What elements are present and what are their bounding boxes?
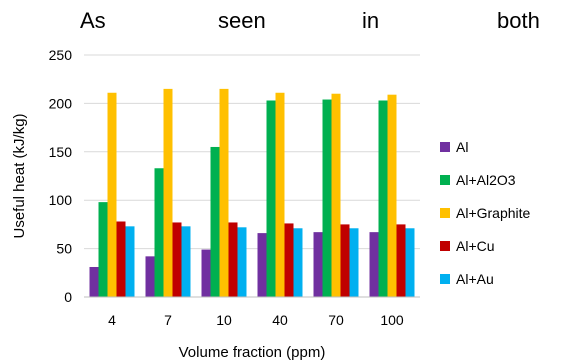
bar-al-au-4 <box>125 226 135 297</box>
bar-al-10 <box>201 249 211 297</box>
y-tick-label: 200 <box>49 95 73 111</box>
bar-al-cu-4 <box>116 221 126 297</box>
bar-al-au-10 <box>237 227 247 297</box>
bar-al-al2o3-100 <box>378 100 388 297</box>
legend-swatch <box>440 175 450 185</box>
bar-al-graphite-40 <box>275 92 285 297</box>
legend-label: Al <box>456 139 468 155</box>
bar-al-graphite-7 <box>163 88 173 297</box>
bar-al-au-40 <box>293 228 303 297</box>
y-tick-label: 100 <box>49 192 73 208</box>
bar-al-al2o3-70 <box>322 99 332 297</box>
bar-al-cu-7 <box>172 222 182 297</box>
legend-swatch <box>440 142 450 152</box>
bar-al-al2o3-4 <box>98 202 108 297</box>
y-tick-label: 250 <box>49 47 73 63</box>
header-word: in <box>362 8 380 33</box>
x-tick-label: 4 <box>108 312 116 328</box>
legend-swatch <box>440 241 450 251</box>
bar-al-cu-40 <box>284 223 294 297</box>
bar-al-graphite-10 <box>219 88 229 297</box>
bar-al-al2o3-10 <box>210 146 220 297</box>
x-axis-title: Volume fraction (ppm) <box>179 344 326 361</box>
header-word: seen <box>218 8 266 33</box>
bar-al-al2o3-40 <box>266 100 276 297</box>
x-tick-label: 40 <box>272 312 288 328</box>
bar-al-100 <box>369 232 379 297</box>
header-word: both <box>497 8 540 33</box>
bar-al-graphite-4 <box>107 92 117 297</box>
legend-swatch <box>440 208 450 218</box>
legend-label: Al+Al2O3 <box>456 172 516 188</box>
x-tick-label: 100 <box>380 312 404 328</box>
bar-al-graphite-70 <box>331 93 341 297</box>
bar-al-cu-10 <box>228 222 238 297</box>
bar-al-4 <box>89 266 99 297</box>
x-tick-label: 70 <box>328 312 344 328</box>
x-tick-label: 7 <box>164 312 172 328</box>
y-tick-label: 50 <box>56 241 72 257</box>
bar-al-cu-70 <box>340 224 350 297</box>
bar-al-au-70 <box>349 228 359 297</box>
bar-al-al2o3-7 <box>154 168 164 297</box>
bar-al-40 <box>257 233 267 297</box>
y-axis-title: Useful heat (kJ/kg) <box>11 113 28 238</box>
bar-al-au-7 <box>181 226 191 297</box>
bar-al-graphite-100 <box>387 94 397 297</box>
y-tick-label: 0 <box>64 289 72 305</box>
header-text-line: As seen in both <box>0 0 567 40</box>
bar-al-7 <box>145 256 155 297</box>
bar-al-au-100 <box>405 228 415 297</box>
y-tick-label: 150 <box>49 144 73 160</box>
legend-label: Al+Au <box>456 271 494 287</box>
header-word: As <box>80 8 106 33</box>
legend-swatch <box>440 274 450 284</box>
x-tick-label: 10 <box>216 312 232 328</box>
legend-label: Al+Cu <box>456 238 495 254</box>
bar-al-cu-100 <box>396 224 406 297</box>
legend-label: Al+Graphite <box>456 205 531 221</box>
bar-al-70 <box>313 232 323 297</box>
